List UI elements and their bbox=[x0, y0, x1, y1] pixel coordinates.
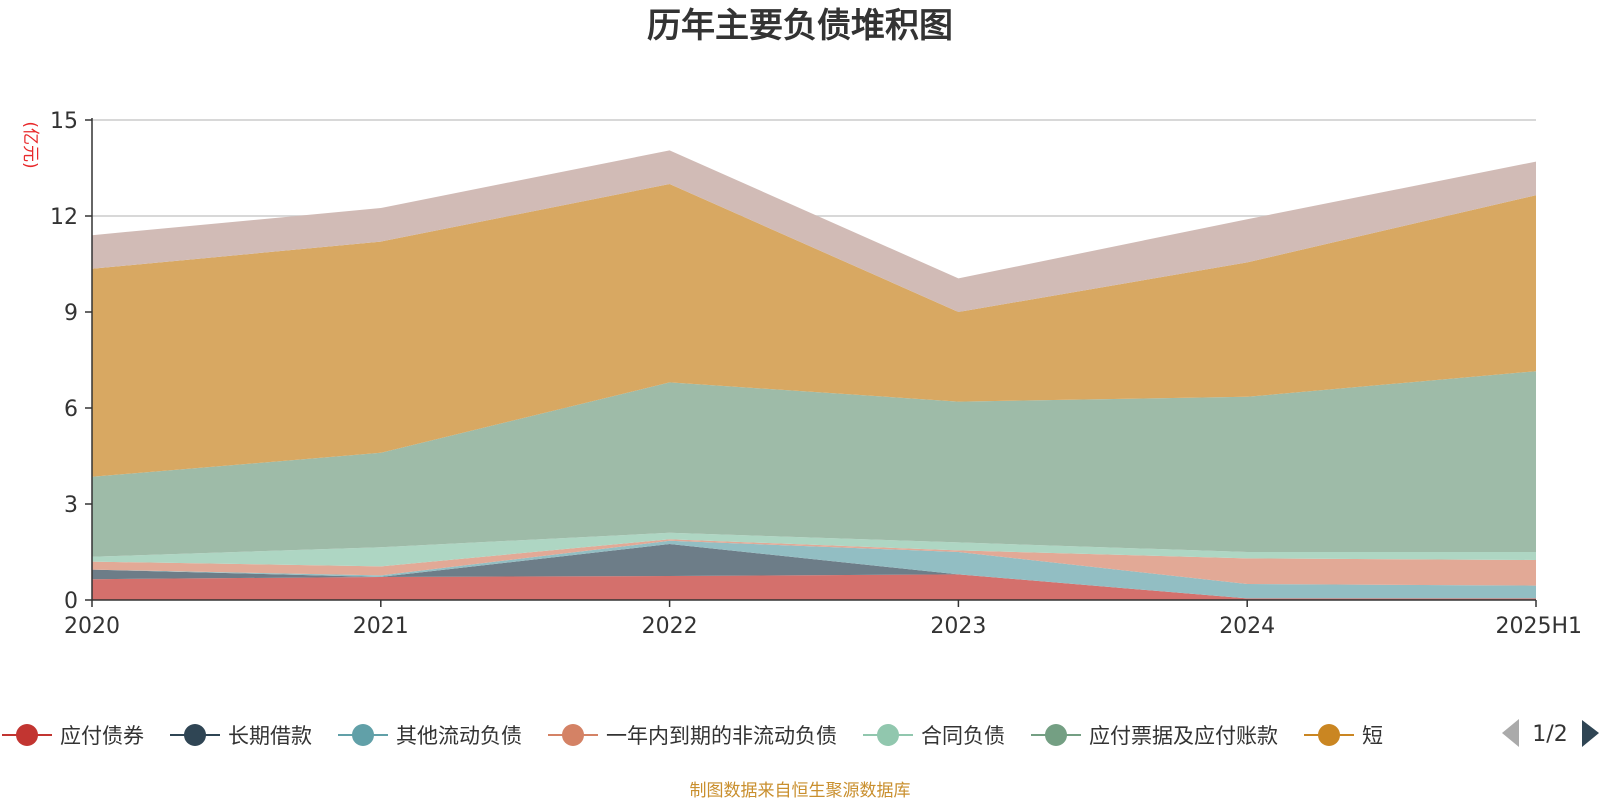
series-area-1 bbox=[92, 544, 1536, 599]
legend: 应付债券 长期借款 其他流动负债 一年内到期的非流动负债 合同负债 应付票据及应付账款 短 bbox=[2, 724, 1383, 748]
x-tick-label: 2020 bbox=[64, 614, 120, 639]
legend-item-0[interactable]: 应付债券 bbox=[2, 724, 144, 748]
legend-marker bbox=[877, 724, 899, 746]
y-axis-unit-label: (亿元) bbox=[20, 121, 40, 168]
legend-prev-page-icon[interactable] bbox=[1502, 719, 1519, 747]
data-source-note: 制图数据来自恒生聚源数据库 bbox=[690, 781, 911, 800]
legend-page-indicator: 1/2 bbox=[1532, 722, 1567, 747]
series-area-6 bbox=[92, 184, 1536, 477]
legend-marker bbox=[352, 724, 374, 746]
legend-marker bbox=[16, 724, 38, 746]
legend-marker bbox=[562, 724, 584, 746]
x-tick-label: 2022 bbox=[642, 614, 698, 639]
axes: 0 3 6 9 12 15 2020 2021 2022 2023 2024 2025H1 bbox=[50, 109, 1582, 639]
y-tick-label: 15 bbox=[50, 109, 78, 134]
y-tick-label: 12 bbox=[50, 205, 78, 230]
x-tick-label: 2021 bbox=[353, 614, 409, 639]
y-tick-label: 9 bbox=[64, 301, 78, 326]
series-area-7 bbox=[92, 150, 1536, 312]
x-tick-label: 2023 bbox=[930, 614, 986, 639]
legend-item-1[interactable]: 长期借款 bbox=[170, 724, 312, 748]
legend-label: 合同负债 bbox=[921, 724, 1005, 748]
legend-label: 一年内到期的非流动负债 bbox=[606, 724, 837, 748]
y-tick-label: 3 bbox=[64, 493, 78, 518]
legend-label: 其他流动负债 bbox=[396, 724, 522, 748]
series-areas bbox=[92, 150, 1536, 600]
legend-marker bbox=[1045, 724, 1067, 746]
legend-next-page-icon[interactable] bbox=[1582, 720, 1599, 747]
legend-label: 应付票据及应付账款 bbox=[1089, 724, 1278, 748]
series-area-4 bbox=[92, 532, 1536, 567]
legend-marker bbox=[184, 724, 206, 746]
x-tick-label: 2025H1 bbox=[1495, 614, 1582, 639]
legend-item-4[interactable]: 合同负债 bbox=[863, 724, 1005, 748]
legend-item-2[interactable]: 其他流动负债 bbox=[338, 724, 522, 748]
legend-label: 长期借款 bbox=[228, 724, 312, 748]
legend-marker bbox=[1318, 724, 1340, 746]
legend-pager: 1/2 bbox=[1502, 719, 1599, 747]
legend-item-5[interactable]: 应付票据及应付账款 bbox=[1031, 724, 1278, 748]
series-area-2 bbox=[92, 540, 1536, 599]
legend-item-3[interactable]: 一年内到期的非流动负债 bbox=[548, 724, 837, 748]
chart-title: 历年主要负债堆积图 bbox=[647, 6, 953, 46]
legend-label: 短 bbox=[1362, 724, 1383, 748]
legend-item-6[interactable]: 短 bbox=[1304, 724, 1383, 748]
y-tick-label: 0 bbox=[64, 589, 78, 614]
x-tick-label: 2024 bbox=[1219, 614, 1275, 639]
series-area-0 bbox=[92, 574, 1536, 600]
series-area-3 bbox=[92, 539, 1536, 586]
y-tick-label: 6 bbox=[64, 397, 78, 422]
series-area-5 bbox=[92, 371, 1536, 557]
legend-label: 应付债券 bbox=[60, 724, 144, 748]
